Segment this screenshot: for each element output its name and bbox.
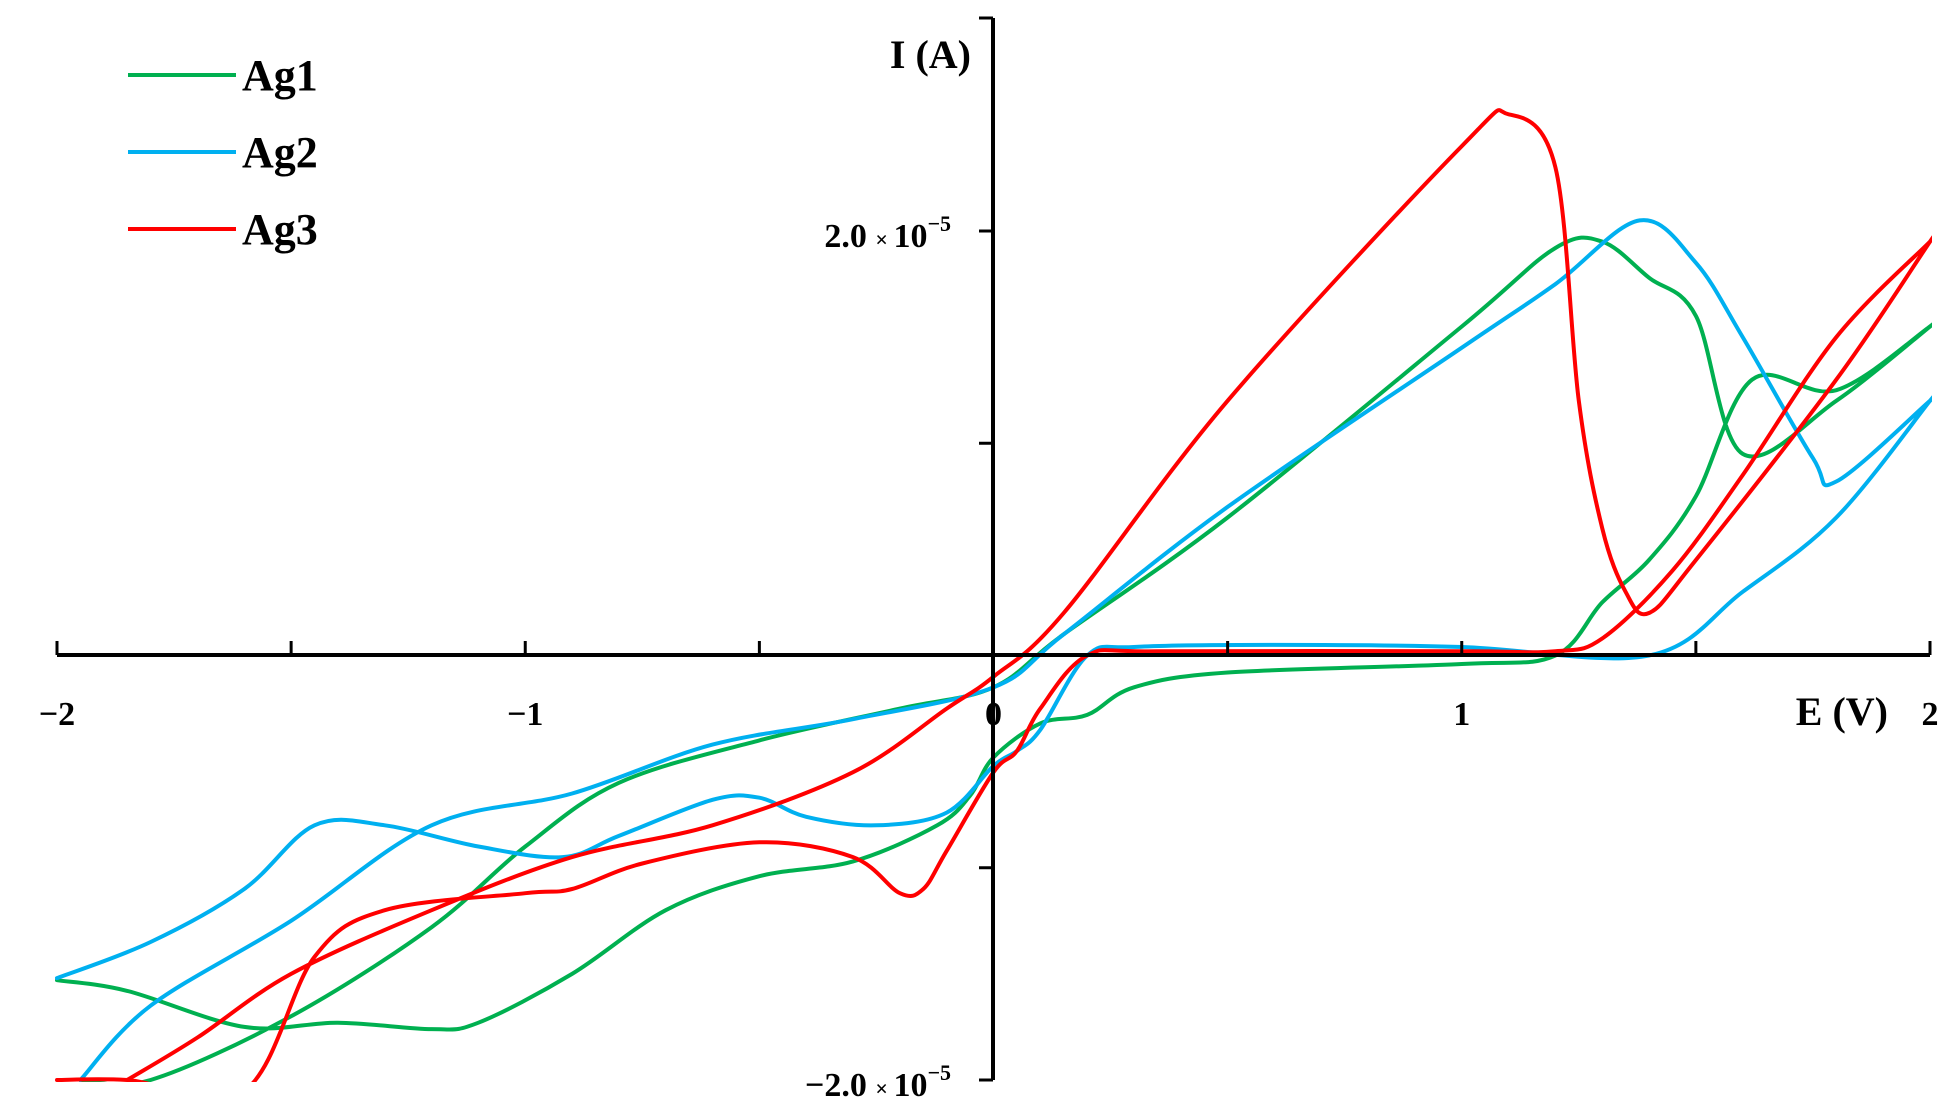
y-tick-mantissa: 2.0 — [824, 218, 875, 255]
y-tick-exponent: −5 — [927, 1060, 951, 1085]
legend: Ag1 Ag2 Ag3 — [128, 51, 318, 254]
y-tick-label: 2.0 × 10−5 — [824, 211, 951, 255]
series-line-ag2 — [55, 218, 1932, 1082]
y-tick-times: × — [875, 1076, 893, 1101]
x-tick-label: 1 — [1453, 696, 1470, 733]
y-tick-times: × — [875, 227, 893, 252]
y-tick-mantissa: −2.0 — [805, 1067, 875, 1104]
axes: −2 −1 0 1 22.0 × 10−5−2.0 × 10−5I (A)E (V) — [39, 16, 1939, 1104]
y-tick-base: 10 — [893, 218, 927, 255]
x-tick-label: −2 — [39, 696, 75, 733]
y-tick-label: −2.0 × 10−5 — [805, 1060, 951, 1104]
y-tick-exponent: −5 — [927, 211, 951, 236]
x-tick-label: −1 — [507, 696, 543, 733]
series-line-ag3 — [55, 108, 1932, 1082]
series-line-ag1 — [55, 235, 1932, 1082]
y-tick-base: 10 — [893, 1067, 927, 1104]
legend-label-ag2: Ag2 — [242, 128, 318, 177]
legend-label-ag1: Ag1 — [242, 51, 318, 100]
x-axis-title: E (V) — [1796, 689, 1888, 734]
x-tick-label: 2 — [1922, 696, 1939, 733]
y-axis-title: I (A) — [890, 32, 971, 77]
series-layer — [55, 108, 1932, 1082]
x-tick-label: 0 — [985, 696, 1002, 733]
legend-label-ag3: Ag3 — [242, 205, 318, 254]
